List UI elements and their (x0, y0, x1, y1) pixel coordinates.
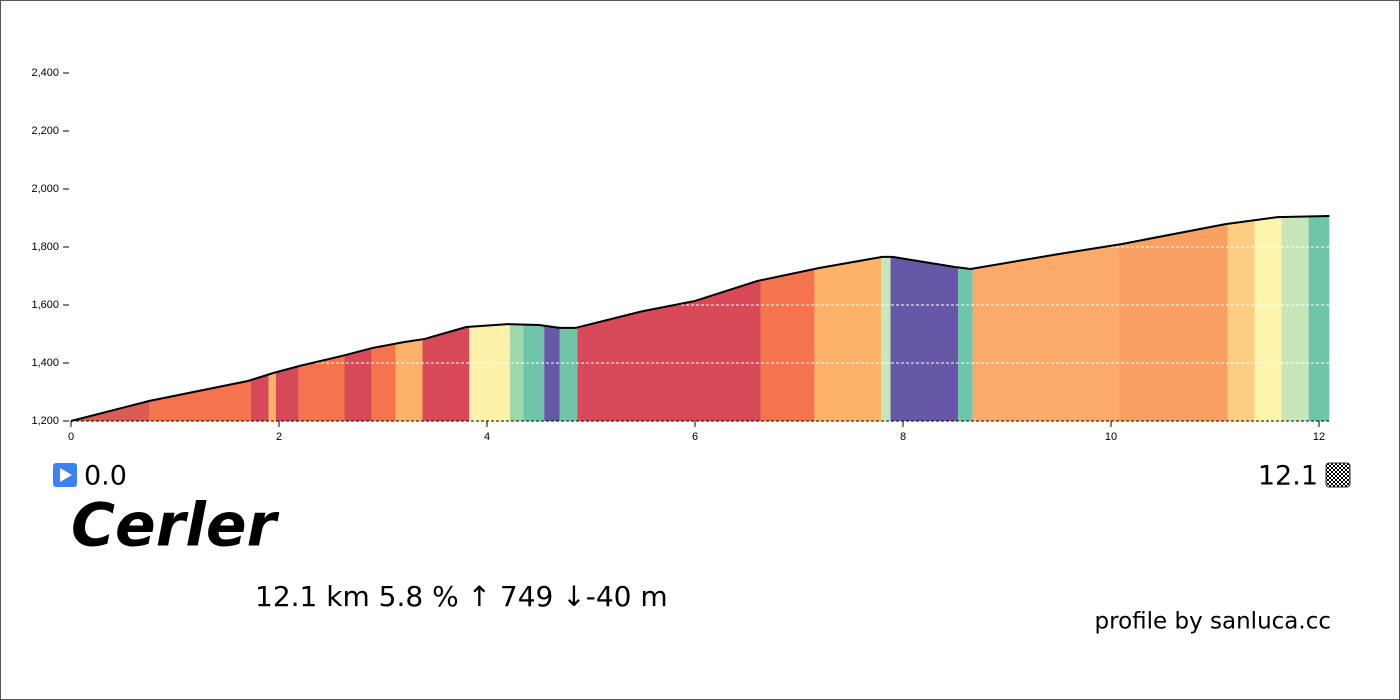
grade-segment (1308, 215, 1330, 421)
grade-segment (881, 215, 891, 421)
grade-segment (890, 215, 959, 421)
grade-segment (544, 215, 560, 421)
grade-segment (344, 215, 372, 421)
axes: 1,200 1,400 1,600 1,800 2,000 2,200 2,400 0 2 4 6 8… (31, 67, 1330, 443)
x-tick-label: 4 (484, 431, 490, 443)
x-tick-label: 8 (900, 431, 906, 443)
grade-segment (149, 215, 251, 421)
x-tick-label: 2 (276, 431, 282, 443)
grade-segment (71, 215, 149, 421)
y-tick-label: 1,200 (31, 415, 59, 427)
grade-segment (275, 215, 299, 421)
start-icon-arrow (60, 468, 72, 482)
grade-segment (958, 215, 973, 421)
y-tick-label: 1,400 (31, 357, 59, 369)
grade-segment (422, 215, 470, 421)
grade-segment (559, 215, 578, 421)
grade-segment (1227, 215, 1255, 421)
y-tick-label: 1,600 (31, 299, 59, 311)
grade-segment (250, 215, 269, 421)
grade-segment (577, 215, 761, 421)
grade-segment (371, 215, 396, 421)
grade-segment (469, 215, 510, 421)
grade-segment (1118, 215, 1228, 421)
end-label: 12.1 (1258, 461, 1318, 492)
grade-segment (509, 215, 524, 421)
grade-segment (1254, 215, 1282, 421)
x-tick-label: 0 (68, 431, 74, 443)
grade-segment (268, 215, 276, 421)
y-tick-label: 1,800 (31, 241, 59, 253)
y-tick-label: 2,200 (31, 125, 59, 137)
finish-icon (1325, 462, 1351, 488)
start-label: 0.0 (84, 461, 127, 492)
x-tick-label: 12 (1313, 431, 1325, 443)
segments (71, 215, 1330, 421)
stats: 12.1 km 5.8 % ↑ 749 ↓-40 m (255, 580, 668, 613)
y-tick-label: 2,000 (31, 183, 59, 195)
credit: profile by sanluca.cc (1095, 609, 1331, 635)
grade-segment (298, 215, 345, 421)
x-tick-label: 10 (1105, 431, 1117, 443)
y-tick-label: 2,400 (31, 67, 59, 79)
title: Cerler (71, 491, 280, 561)
grade-segment (395, 215, 423, 421)
profile-line (70, 214, 1330, 422)
grade-segment (523, 215, 545, 421)
grade-segment (1281, 215, 1309, 421)
grade-segment (972, 215, 1119, 421)
x-tick-label: 6 (692, 431, 698, 443)
grade-segment (814, 215, 882, 421)
grade-segment (760, 215, 815, 421)
